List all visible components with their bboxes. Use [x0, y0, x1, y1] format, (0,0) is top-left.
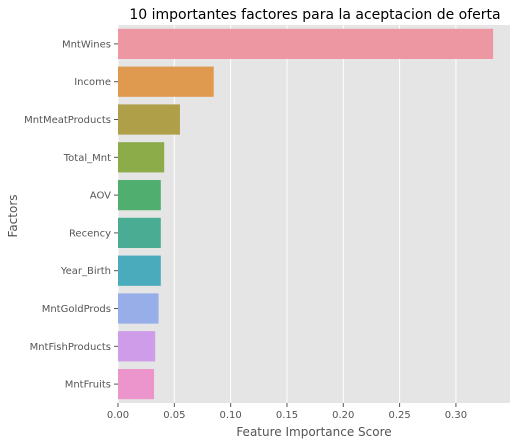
bars: [118, 28, 494, 400]
chart-title: 10 importantes factores para la aceptaci…: [129, 7, 500, 23]
y-axis-label: Factors: [6, 195, 20, 238]
x-tick-label: 0.25: [388, 410, 410, 421]
bar-total-mnt: [118, 142, 165, 173]
y-tick-label: Year_Birth: [60, 266, 111, 277]
bar-mntgoldprods: [118, 293, 159, 324]
x-tick-labels: 0.00 0.05 0.10 0.15 0.20 0.25 0.30: [107, 403, 467, 421]
y-tick-label: AOV: [90, 191, 111, 202]
bar-aov: [118, 179, 161, 211]
x-tick-label: 0.15: [276, 410, 298, 421]
y-tick-label: MntFishProducts: [30, 342, 111, 353]
x-tick-label: 0.05: [163, 410, 185, 421]
x-tick-label: 0.20: [332, 410, 354, 421]
y-tick-labels: MntWines Income MntMeatProducts Total_Mnt AO…: [24, 39, 118, 391]
bar-mntfishproducts: [118, 331, 156, 362]
x-tick-label: 0.10: [220, 410, 242, 421]
bar-recency: [118, 217, 161, 249]
x-axis-label: Feature Importance Score: [236, 425, 391, 439]
x-tick-label: 0.30: [445, 410, 467, 421]
y-tick-label: MntWines: [62, 39, 111, 50]
y-tick-label: Total_Mnt: [63, 153, 111, 164]
y-tick-label: MntFruits: [65, 380, 111, 391]
bar-mntwines: [118, 28, 494, 60]
y-tick-label: Income: [74, 77, 111, 88]
y-tick-label: MntMeatProducts: [24, 115, 111, 126]
bar-year-birth: [118, 255, 161, 286]
y-tick-label: Recency: [69, 228, 111, 239]
x-tick-label: 0.00: [107, 410, 129, 421]
y-tick-label: MntGoldProds: [42, 304, 111, 315]
bar-mntmeatproducts: [118, 104, 180, 135]
bar-mntfruits: [118, 368, 155, 400]
bar-income: [118, 66, 214, 97]
